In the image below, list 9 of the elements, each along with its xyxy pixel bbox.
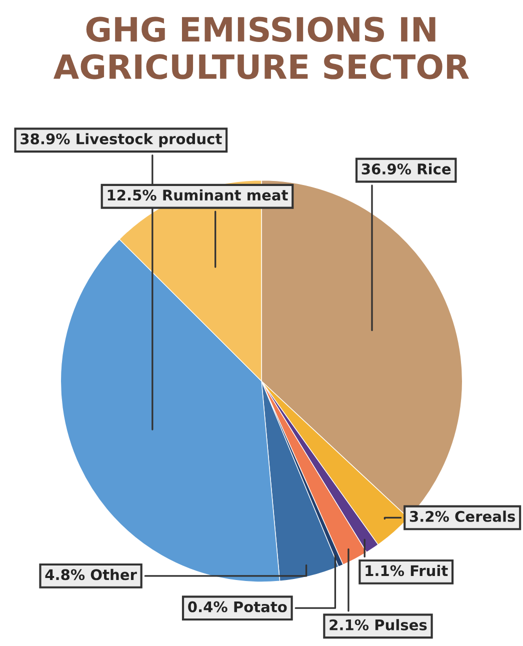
slice-label: 38.9% Livestock product <box>20 133 222 148</box>
slice-label: 4.8% Other <box>45 568 137 580</box>
chart-title: GHG EMISSIONS IN AGRICULTURE SECTOR <box>53 16 469 80</box>
slice-label: 36.9% Rice <box>362 163 451 174</box>
slice-label: 1.1% Fruit <box>366 564 448 576</box>
slice-label: 3.2% Cereals <box>410 510 515 522</box>
slice-label: 12.5% Ruminant meat <box>108 189 288 201</box>
slice-label: 0.4% Potato <box>188 601 287 612</box>
slice-label: 2.1% Pulses <box>330 619 427 630</box>
